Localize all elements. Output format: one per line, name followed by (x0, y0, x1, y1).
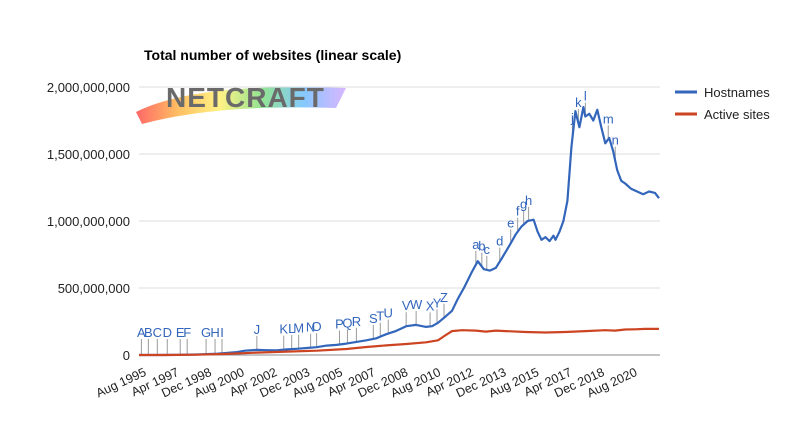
annotation-label: N (306, 320, 315, 335)
annotation-label: M (293, 321, 304, 336)
y-tick-label: 0 (123, 348, 130, 363)
annotation-label: A (137, 325, 146, 340)
annotation-label: B (144, 325, 153, 340)
annotation-label: h (525, 193, 532, 208)
annotation-label: O (312, 319, 322, 334)
y-tick-label: 1,500,000,000 (47, 147, 130, 162)
annotation-label: G (201, 325, 211, 340)
annotation-label: Z (440, 290, 448, 305)
annotation-label: E (176, 325, 185, 340)
series-line-active-sites (139, 327, 659, 357)
annotation-label: D (163, 325, 172, 340)
annotation-label: S (369, 311, 378, 326)
annotation-label: j (570, 110, 574, 125)
legend-label: Active sites (704, 107, 770, 122)
logo-rainbow-swash (136, 87, 346, 124)
y-tick-label: 1,000,000,000 (47, 214, 130, 229)
annotation-label: W (410, 297, 423, 312)
chart-title: Total number of websites (linear scale) (144, 47, 402, 63)
annotation-label: X (426, 298, 435, 313)
annotation-label: C (153, 325, 162, 340)
y-tick-label: 2,000,000,000 (47, 80, 130, 95)
series-line-hostnames (139, 105, 660, 357)
legend-label: Hostnames (704, 85, 770, 100)
annotation-label: H (210, 325, 219, 340)
y-tick-label: 500,000,000 (58, 281, 130, 296)
annotation-label: k (575, 95, 582, 110)
annotation-label: J (254, 322, 261, 337)
annotation-label: R (352, 314, 361, 329)
annotation-label: d (496, 234, 503, 249)
annotation-label: n (612, 133, 619, 148)
annotation-label: U (384, 306, 393, 321)
annotation-label: T (376, 309, 384, 324)
annotation-label: g (520, 197, 527, 212)
annotation-label: F (183, 325, 191, 340)
annotation-label: I (220, 325, 224, 340)
annotation-label: L (288, 321, 295, 336)
annotation-label: l (584, 88, 587, 103)
annotation-label: K (279, 322, 288, 337)
annotation-label: e (507, 215, 514, 230)
annotation-label: a (472, 237, 480, 252)
annotation-label: m (603, 111, 614, 126)
annotation-label: Q (342, 315, 352, 330)
annotation-label: Y (433, 295, 442, 310)
annotation-label: b (478, 239, 485, 254)
annotation-label: V (402, 298, 411, 313)
annotation-label: f (516, 204, 520, 219)
annotation-label: c (484, 242, 491, 257)
annotation-label: P (335, 317, 344, 332)
